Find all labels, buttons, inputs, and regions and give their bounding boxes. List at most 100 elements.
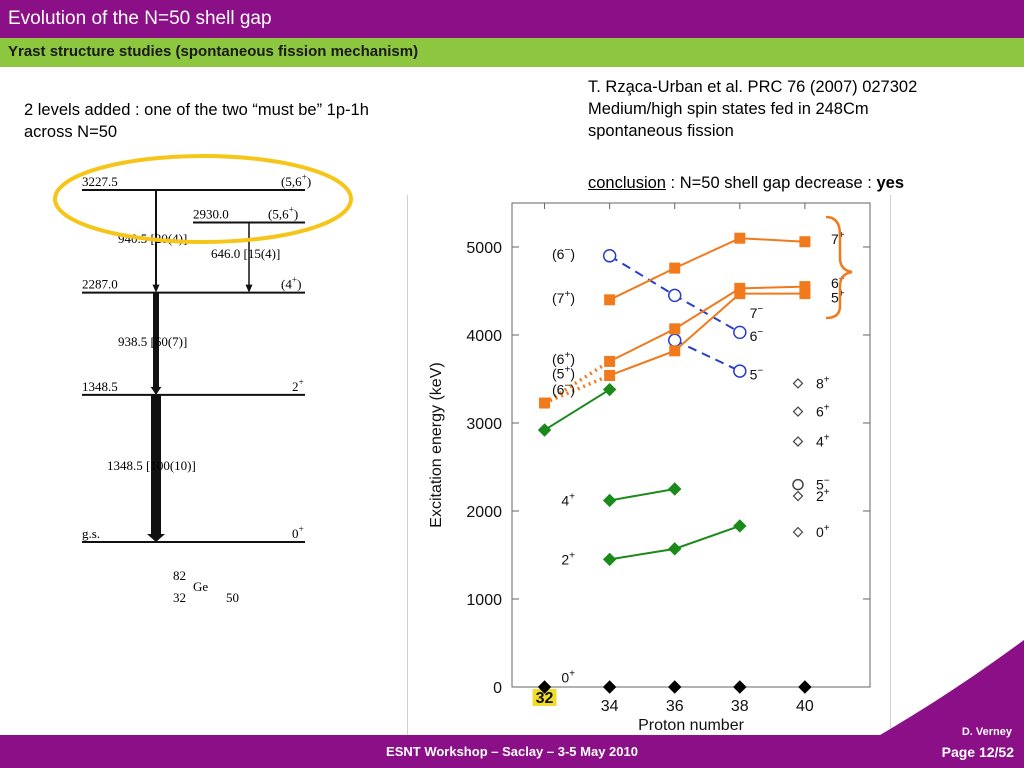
- legend-label: 8+: [816, 374, 830, 391]
- level-energy: 2287.0: [82, 277, 118, 292]
- nucleus-symbol: Ge: [193, 579, 208, 594]
- series-orange-32: [539, 359, 611, 409]
- y-tick-label: 4000: [466, 328, 502, 345]
- reference-citation: T. Rza̧ca-Urban et al. PRC 76 (2007) 027…: [588, 78, 918, 96]
- data-point: [734, 288, 746, 300]
- data-point: [733, 325, 747, 340]
- chart-panel: [407, 195, 891, 735]
- level-label: 4+: [561, 491, 575, 508]
- author: D. Verney: [961, 726, 1012, 738]
- data-point: [537, 423, 552, 437]
- slide-subtitle: Yrast structure studies (spontaneous fis…: [8, 43, 419, 60]
- transition-label: 1348.5 [100(10)]: [107, 458, 196, 473]
- level-energy: 2930.0: [193, 206, 229, 221]
- conclusion-label: conclusion: [588, 174, 666, 192]
- level-label: (6+): [552, 350, 575, 367]
- legend-marker: [792, 406, 804, 417]
- nucleus-mass: 82: [173, 568, 186, 583]
- series-line: [609, 488, 675, 502]
- level-label: 0+: [561, 668, 575, 685]
- legend-label: 5−: [816, 476, 830, 493]
- y-tick-label: 2000: [466, 504, 502, 521]
- legend-marker: [792, 490, 804, 502]
- level-label: 5+: [831, 288, 845, 305]
- transition-label: 646.0 [15(4)]: [211, 246, 280, 261]
- level-label: 7+: [831, 230, 845, 247]
- slide-title: Evolution of the N=50 shell gap: [8, 8, 272, 29]
- level-spin: (5,6+): [268, 205, 298, 221]
- reference-line-3: spontaneous fission: [588, 122, 734, 140]
- series-line: [609, 285, 805, 363]
- subtitle-bar: Yrast structure studies (spontaneous fis…: [0, 38, 1024, 67]
- level-label: 7−: [750, 304, 764, 321]
- legend-marker: [792, 378, 804, 389]
- page-number: Page 12/52: [941, 744, 1014, 760]
- data-point: [668, 482, 682, 496]
- legend-marker: [792, 478, 804, 491]
- data-point: [602, 249, 617, 263]
- reference-line-2: Medium/high spin states fed in 248Cm: [588, 100, 869, 118]
- conclusion-line: conclusion : N=50 shell gap decrease : y…: [588, 172, 1018, 194]
- data-point: [668, 542, 682, 556]
- group-brace: [825, 215, 853, 320]
- data-point: [604, 355, 616, 367]
- series-6+: [537, 382, 617, 437]
- x-axis-label: Proton number: [638, 717, 745, 734]
- data-point: [799, 236, 811, 248]
- data-point: [539, 397, 551, 409]
- y-tick-label: 3000: [466, 416, 502, 433]
- series-7-: [667, 333, 747, 378]
- footer-bar: ESNT Workshop – Saclay – 3-5 May 2010: [0, 735, 1024, 768]
- nucleus-n: 50: [226, 590, 239, 605]
- level-spin: 2+: [292, 378, 304, 394]
- data-point: [602, 493, 617, 508]
- nucleus-z: 32: [173, 590, 186, 605]
- legend-label: 4+: [816, 432, 830, 449]
- y-tick-label: 5000: [466, 240, 502, 257]
- level-label: (5+): [552, 365, 575, 382]
- transition-arrowhead: [152, 284, 160, 293]
- level-energy: 1348.5: [82, 379, 118, 394]
- series-5-: [602, 249, 747, 340]
- level-spin: (4+): [281, 276, 301, 292]
- legend-marker: [792, 526, 804, 538]
- highlight-ellipse: [53, 154, 353, 244]
- x-tick-label: 34: [601, 698, 619, 715]
- series-0+: [537, 680, 812, 694]
- title-bar: Evolution of the N=50 shell gap: [0, 0, 1024, 38]
- data-point: [734, 232, 746, 244]
- y-tick-label: 0: [493, 680, 502, 697]
- y-axis-label: Excitation energy (keV): [428, 362, 445, 527]
- data-point: [733, 680, 747, 694]
- data-point: [733, 519, 747, 533]
- level-label: (6−): [552, 381, 575, 398]
- series-line: [609, 237, 805, 301]
- series-2+: [602, 519, 747, 567]
- level-label: (7+): [552, 289, 575, 306]
- level-energy: 3227.5: [82, 174, 118, 189]
- data-point: [667, 288, 682, 303]
- level-energy: g.s.: [82, 526, 100, 541]
- transition-arrowhead: [245, 284, 253, 293]
- data-point: [733, 364, 747, 378]
- series-line: [609, 292, 805, 377]
- series-(5+): [604, 288, 811, 381]
- level-label: 6−: [750, 327, 764, 344]
- data-point: [669, 323, 681, 335]
- series-line: [674, 339, 741, 372]
- data-point: [668, 680, 682, 694]
- data-point: [669, 262, 681, 274]
- level-spin: 0+: [292, 525, 304, 541]
- legend-label: 0+: [816, 523, 830, 540]
- transition-arrowhead: [147, 534, 165, 542]
- data-point: [604, 294, 616, 306]
- reference-block: T. Rza̧ca-Urban et al. PRC 76 (2007) 027…: [588, 76, 1018, 142]
- legend-label: 2+: [816, 487, 830, 504]
- footer-event: ESNT Workshop – Saclay – 3-5 May 2010: [386, 744, 638, 759]
- level-label: 5−: [750, 366, 764, 383]
- conclusion-text: : N=50 shell gap decrease :: [665, 174, 877, 192]
- legend-marker: [792, 436, 804, 447]
- x-tick-label-highlight: 32: [536, 690, 554, 707]
